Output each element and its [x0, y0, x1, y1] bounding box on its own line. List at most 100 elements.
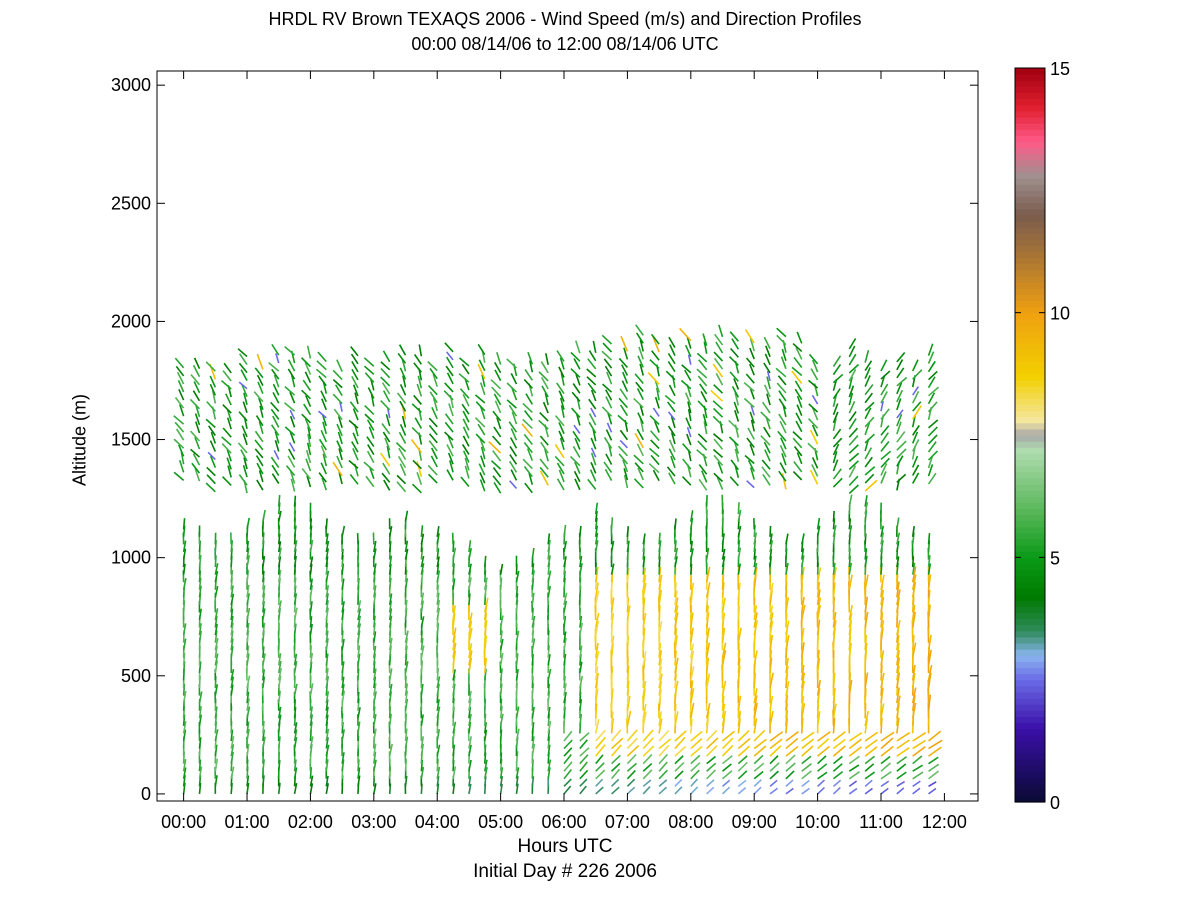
- wind-vector: [864, 350, 870, 363]
- wind-vector: [325, 775, 329, 787]
- wind-vector: [626, 745, 640, 757]
- wind-vector: [650, 439, 660, 450]
- wind-vector: [696, 368, 708, 379]
- wind-vector: [322, 453, 328, 467]
- wind-vector: [540, 361, 549, 374]
- wind-vector: [436, 766, 441, 779]
- wind-vector: [182, 729, 187, 742]
- wind-vector: [284, 385, 296, 396]
- colorbar-tick-label: 5: [1050, 548, 1060, 568]
- colorbar-band: [1015, 502, 1045, 509]
- wind-vector: [669, 344, 676, 356]
- colorbar-band: [1015, 337, 1045, 344]
- wind-vector: [642, 703, 647, 719]
- wind-vector: [785, 762, 796, 772]
- wind-vector: [290, 478, 296, 492]
- wind-vector: [547, 759, 552, 772]
- wind-vector: [246, 540, 250, 553]
- wind-vector: [753, 688, 758, 704]
- wind-vector: [705, 657, 710, 674]
- wind-vector: [273, 374, 280, 388]
- wind-vector: [690, 688, 695, 704]
- wind-vector: [808, 379, 819, 389]
- wind-vector: [436, 592, 440, 606]
- wind-vector: [848, 562, 853, 575]
- wind-vector: [642, 574, 647, 590]
- wind-vector: [912, 369, 923, 380]
- wind-vector: [515, 570, 520, 583]
- wind-vector: [230, 585, 234, 598]
- wind-vector: [642, 786, 651, 795]
- wind-vector: [690, 745, 703, 757]
- wind-vector: [715, 373, 724, 386]
- wind-vector: [398, 344, 407, 356]
- colorbar-band: [1015, 324, 1045, 332]
- wind-vector: [257, 381, 264, 394]
- wind-vector: [238, 353, 248, 366]
- wind-vector: [690, 702, 695, 719]
- wind-vector: [301, 468, 312, 480]
- wind-vector: [896, 657, 901, 674]
- wind-vector: [214, 645, 218, 658]
- colorbar-band: [1015, 318, 1045, 326]
- wind-vector: [420, 743, 425, 757]
- wind-vector: [791, 366, 803, 377]
- wind-vector: [206, 474, 216, 485]
- wind-vector: [182, 782, 186, 795]
- wind-vector: [912, 739, 926, 750]
- wind-vector: [769, 634, 774, 651]
- wind-vector: [556, 462, 565, 475]
- wind-vector: [195, 421, 201, 434]
- wind-vector: [792, 431, 803, 441]
- wind-vector: [595, 769, 606, 780]
- wind-vector: [398, 431, 407, 444]
- wind-vector: [769, 779, 778, 787]
- wind-vector: [352, 384, 359, 397]
- wind-vector: [649, 359, 660, 369]
- wind-vector: [483, 584, 488, 598]
- wind-vector: [509, 480, 518, 489]
- wind-vector: [289, 470, 296, 484]
- wind-vector: [794, 388, 803, 401]
- wind-vector: [778, 390, 787, 402]
- wind-vector: [642, 597, 646, 613]
- wind-vector: [464, 457, 470, 471]
- wind-vector: [277, 653, 282, 666]
- colorbar-band: [1015, 227, 1045, 234]
- wind-vector: [474, 417, 486, 428]
- wind-vector: [712, 407, 724, 418]
- wind-vector: [475, 433, 486, 444]
- wind-vector: [436, 556, 440, 568]
- wind-vector: [650, 454, 660, 466]
- wind-vector: [341, 683, 345, 696]
- wind-vector: [896, 532, 901, 545]
- wind-vector: [781, 348, 787, 361]
- wind-vector: [848, 787, 858, 795]
- wind-vector: [579, 769, 589, 780]
- wind-vector: [190, 448, 201, 458]
- wind-vector: [404, 775, 408, 787]
- wind-vector: [880, 441, 890, 452]
- wind-vector: [230, 729, 234, 742]
- wind-vector: [544, 448, 549, 462]
- wind-vector: [737, 737, 751, 750]
- wind-vector: [610, 665, 614, 681]
- colorbar-band: [1015, 563, 1045, 571]
- wind-vector: [322, 421, 328, 435]
- wind-vector: [619, 429, 629, 441]
- wind-vector: [927, 343, 934, 356]
- wind-vector: [336, 423, 343, 437]
- wind-vector: [540, 441, 549, 454]
- wind-vector: [396, 474, 407, 485]
- wind-vector: [380, 400, 391, 411]
- wind-vector: [413, 394, 422, 405]
- wind-vector: [325, 699, 329, 711]
- wind-vector: [320, 429, 328, 443]
- wind-vector: [293, 722, 298, 734]
- wind-vector: [702, 414, 708, 427]
- wind-vector: [539, 412, 549, 422]
- wind-vector: [927, 360, 936, 373]
- wind-vector: [763, 336, 771, 350]
- wind-vector: [792, 471, 803, 481]
- wind-vector: [357, 645, 361, 658]
